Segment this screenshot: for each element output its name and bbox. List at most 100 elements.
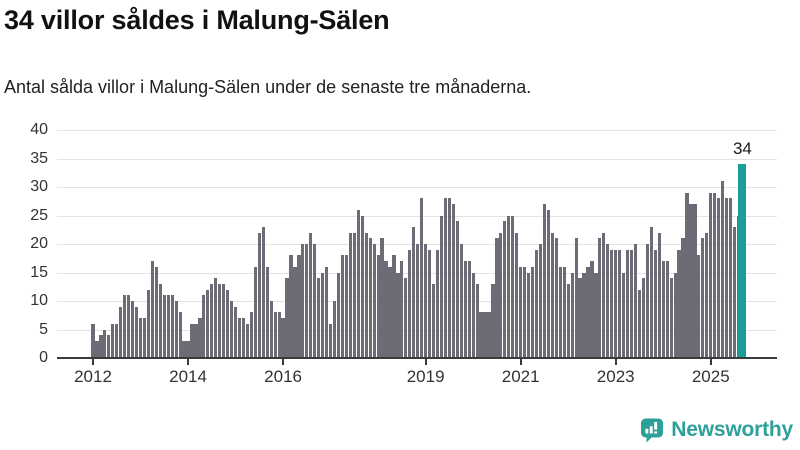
bar [301, 244, 305, 358]
bar [594, 272, 598, 358]
x-axis-tick-label: 2025 [691, 367, 730, 386]
bar [435, 249, 440, 358]
y-axis-tick-label: 15 [30, 263, 48, 281]
bar [677, 249, 681, 358]
y-axis-tick-label: 10 [30, 292, 48, 309]
newsworthy-bar-chart-bubble-icon [641, 418, 664, 442]
bar [142, 318, 147, 358]
bar [709, 192, 713, 358]
bar [416, 244, 420, 358]
bar [598, 238, 602, 358]
bar [546, 209, 550, 358]
bar [705, 232, 709, 358]
bar [95, 340, 99, 358]
bar [550, 232, 554, 358]
bar [253, 266, 257, 358]
bar [701, 238, 705, 358]
highlight-value-label: 34 [732, 139, 752, 159]
bar [313, 244, 317, 358]
bar [487, 312, 491, 358]
bar [614, 249, 618, 358]
bar [226, 289, 230, 358]
bar [233, 306, 238, 358]
gridline [57, 130, 777, 131]
bar [626, 249, 630, 358]
bar [154, 266, 158, 358]
bar [277, 312, 281, 358]
x-axis-tick [424, 359, 427, 365]
bar [194, 323, 198, 358]
bar [645, 244, 649, 358]
bar [570, 272, 574, 358]
bar [309, 232, 313, 358]
bar [261, 226, 265, 358]
bar [653, 249, 657, 358]
bar [459, 244, 463, 358]
bar [669, 278, 673, 358]
bar [451, 204, 455, 358]
bar [622, 272, 626, 358]
bar [150, 261, 154, 358]
newsworthy-wordmark: Newsworthy [671, 418, 793, 441]
bar [103, 329, 107, 358]
bar [174, 301, 178, 358]
y-axis-tick-label: 20 [30, 235, 48, 252]
gridline [57, 215, 777, 217]
bar [332, 301, 337, 358]
bar [285, 278, 289, 358]
bar [483, 312, 487, 358]
x-axis-tick-label: 2019 [406, 367, 445, 386]
bar [293, 266, 297, 358]
bar [115, 323, 119, 358]
bar [170, 295, 174, 358]
bar [372, 244, 376, 358]
bar [602, 232, 606, 358]
bar [356, 209, 360, 358]
bar [340, 255, 345, 358]
bar [618, 249, 622, 358]
bar [269, 301, 273, 358]
bar [146, 289, 151, 358]
bar [321, 272, 325, 358]
bar [467, 261, 471, 358]
bar [542, 204, 547, 358]
bar [463, 261, 467, 358]
newsworthy-logo[interactable]: Newsworthy [640, 417, 793, 443]
y-axis-tick-label: 5 [39, 320, 48, 338]
bar [728, 198, 733, 358]
x-axis-tick-label: 2014 [169, 367, 207, 386]
bar [471, 272, 475, 358]
bar [538, 244, 543, 358]
gridline [57, 158, 777, 160]
bar [202, 295, 206, 358]
bar [582, 272, 586, 358]
bar [527, 272, 531, 358]
bar [392, 255, 396, 358]
bar [562, 266, 566, 358]
bar [119, 306, 123, 358]
x-axis-tick [614, 359, 617, 365]
bar [412, 226, 416, 358]
bar [230, 301, 234, 358]
bar [732, 226, 737, 358]
bar [214, 278, 218, 358]
bar [273, 312, 277, 358]
bar [384, 261, 388, 358]
bar [380, 238, 384, 358]
y-axis-tick-label: 0 [39, 349, 48, 366]
x-axis-tick [709, 359, 712, 365]
bar [178, 312, 182, 358]
bar [404, 278, 408, 358]
bar [554, 238, 558, 358]
bar [190, 323, 194, 358]
bar [491, 283, 495, 358]
bar [182, 340, 186, 358]
bar [661, 261, 665, 358]
bar [265, 266, 269, 358]
highlight-bar [738, 164, 747, 358]
bar [681, 238, 685, 358]
bar [360, 215, 364, 358]
bar [166, 295, 170, 358]
bar [289, 255, 293, 358]
bar [352, 232, 356, 358]
